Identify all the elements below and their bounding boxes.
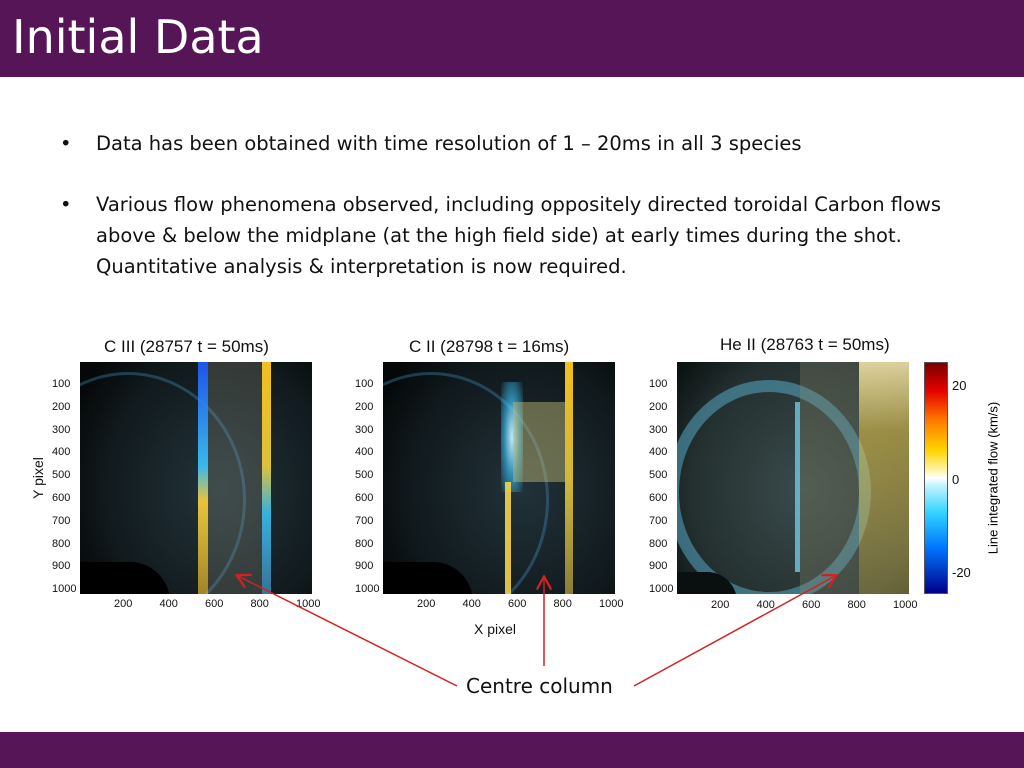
bullet-text: Various flow phenomena observed, includi… <box>96 193 942 278</box>
panel-title-he2: He II (28763 t = 50ms) <box>720 335 890 354</box>
y-tick-label: 600 <box>355 492 374 504</box>
y-tick-label: 1000 <box>355 583 380 596</box>
x-tick-label: 800 <box>847 599 866 611</box>
centre-column-right-edge <box>859 362 909 594</box>
y-tick-label: 200 <box>355 400 374 413</box>
y-tick-label: 400 <box>355 446 374 459</box>
y-tick-label: 200 <box>649 400 668 413</box>
x-tick-label: 200 <box>114 598 133 610</box>
y-tick-label: 900 <box>355 560 374 573</box>
x-tick-label: 600 <box>802 599 821 611</box>
centre-column-callout: Centre column <box>466 674 613 698</box>
y-tick-label: 200 <box>52 400 71 413</box>
arrow-to-c3 <box>238 576 458 687</box>
arrow-to-he2 <box>633 576 835 687</box>
bullet-dot-icon: • <box>60 193 72 216</box>
y-tick-label: 600 <box>52 492 71 504</box>
panel-title-c2: C II (28798 t = 16ms) <box>409 337 570 356</box>
bullet-text: Data has been obtained with time resolut… <box>96 132 802 155</box>
centre-column-left-edge <box>795 402 800 572</box>
slide-title: Initial Data <box>12 10 264 64</box>
colorbar-tick: -20 <box>952 565 971 580</box>
x-tick-label: 600 <box>205 598 224 610</box>
y-tick-label: 800 <box>649 537 668 550</box>
y-tick-label: 800 <box>355 537 374 550</box>
y-tick-label: 700 <box>52 514 71 527</box>
colorbar-tick: 0 <box>952 472 960 487</box>
title-bar: Initial Data <box>0 0 1024 77</box>
y-tick-label: 800 <box>52 537 71 550</box>
x-axis-label: X pixel <box>474 621 517 637</box>
y-tick-label: 100 <box>52 378 71 390</box>
x-tick-label: 400 <box>159 598 178 610</box>
y-tick-label: 300 <box>52 423 71 436</box>
footer-bar <box>0 732 1024 768</box>
flow-image-c2 <box>383 362 615 594</box>
y-tick-label: 300 <box>649 423 668 436</box>
bullet-list: • Data has been obtained with time resol… <box>60 128 970 312</box>
panel-title-c3: C III (28757 t = 50ms) <box>104 337 269 356</box>
y-tick-label: 500 <box>355 469 374 482</box>
centre-column-right-edge <box>565 362 573 594</box>
y-tick-label: 1000 <box>52 583 77 596</box>
x-tick-label: 1000 <box>893 599 918 611</box>
y-tick-label: 400 <box>649 446 668 459</box>
centre-column-body <box>208 362 262 594</box>
y-tick-label: 500 <box>649 469 668 482</box>
bullet-dot-icon: • <box>60 132 72 155</box>
flow-image-c3 <box>80 362 312 594</box>
bullet-item: • Various flow phenomena observed, inclu… <box>60 189 970 282</box>
colorbar-tick: 20 <box>952 378 967 393</box>
centre-column-body <box>513 402 565 482</box>
centre-column-body <box>800 362 859 594</box>
y-tick-label: 500 <box>52 469 71 482</box>
centre-column-left-edge <box>501 382 523 492</box>
y-tick-label: 600 <box>649 492 668 504</box>
x-tick-label: 400 <box>462 598 481 610</box>
centre-column-left-edge <box>505 482 511 594</box>
y-tick-label: 700 <box>355 514 374 527</box>
x-tick-label: 600 <box>508 598 527 610</box>
x-tick-label: 200 <box>711 599 730 611</box>
centre-column-right-edge <box>262 362 271 594</box>
y-tick-label: 900 <box>52 560 71 573</box>
y-tick-label: 900 <box>649 560 668 573</box>
x-tick-label: 200 <box>417 598 436 610</box>
colorbar <box>924 362 948 594</box>
y-tick-label: 700 <box>649 514 668 527</box>
x-tick-label: 800 <box>250 598 269 610</box>
y-tick-label: 100 <box>649 378 668 390</box>
flow-image-he2 <box>677 362 909 594</box>
y-tick-label: 1000 <box>649 583 674 596</box>
x-tick-label: 1000 <box>296 598 321 610</box>
y-tick-label: 100 <box>355 378 374 390</box>
x-tick-label: 1000 <box>599 598 624 610</box>
bullet-item: • Data has been obtained with time resol… <box>60 128 970 159</box>
y-tick-label: 400 <box>52 446 71 459</box>
x-tick-label: 400 <box>756 599 775 611</box>
centre-column-left-edge <box>198 362 208 594</box>
shadow-region <box>677 572 737 594</box>
y-tick-label: 300 <box>355 423 374 436</box>
x-tick-label: 800 <box>553 598 572 610</box>
